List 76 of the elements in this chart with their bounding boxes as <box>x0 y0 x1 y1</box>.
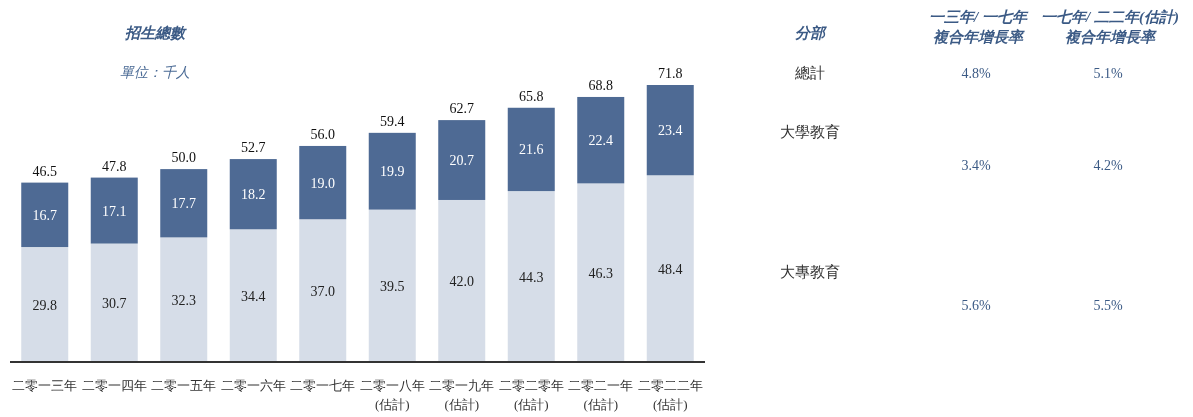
bar <box>438 199 486 362</box>
bar <box>507 107 555 192</box>
data-label: 21.6 <box>519 142 544 158</box>
total-label: 65.8 <box>519 88 544 104</box>
bar <box>299 219 347 362</box>
data-label: 30.7 <box>102 295 127 311</box>
category-label: 總計 <box>794 65 825 81</box>
x-tick-label: 二零一八年 (估計) <box>359 378 425 412</box>
data-label: 18.2 <box>241 187 266 203</box>
total-label: 46.5 <box>32 163 57 179</box>
total-label: 50.0 <box>171 150 196 166</box>
bar <box>368 132 416 210</box>
data-label: 22.4 <box>588 133 613 149</box>
total-label: 56.0 <box>310 126 335 142</box>
data-label: 39.5 <box>380 278 405 294</box>
data-label: 19.0 <box>310 175 335 191</box>
text: 複合年增長率 <box>933 28 1025 45</box>
bar <box>299 145 347 220</box>
x-tick-label: 二零一四年 <box>81 378 147 393</box>
x-tick-label: 二零一三年 <box>12 378 78 393</box>
total-label: 59.4 <box>380 113 405 129</box>
x-tick-label: 二零二二年 (估計) <box>637 378 703 412</box>
bar <box>577 96 625 184</box>
data-label: 34.4 <box>241 288 266 304</box>
text: 分部 <box>795 24 827 41</box>
bar <box>21 247 69 362</box>
data-label: 5.5% <box>1093 298 1123 313</box>
data-label: 5.1% <box>1093 66 1123 81</box>
data-label: 5.6% <box>961 298 991 313</box>
data-label: 19.9 <box>380 164 405 180</box>
total-label: 68.8 <box>588 77 613 93</box>
data-label: 37.0 <box>310 283 335 299</box>
bar <box>229 159 277 230</box>
data-label: 4.2% <box>1093 158 1123 173</box>
data-label: 23.4 <box>658 123 683 139</box>
bar <box>160 237 208 362</box>
data-label: 32.3 <box>171 292 196 308</box>
total-label: 52.7 <box>241 140 266 156</box>
text: 一七年/ 二二年(估計) <box>1041 9 1179 26</box>
data-label: 48.4 <box>658 261 683 277</box>
bar <box>507 191 555 362</box>
x-tick-label: 二零一七年 <box>290 378 356 393</box>
total-label: 62.7 <box>449 101 474 117</box>
bar <box>21 182 69 248</box>
data-label: 29.8 <box>32 297 57 313</box>
data-label: 46.3 <box>588 265 613 281</box>
bar <box>646 175 694 362</box>
chart-title: 招生總數 <box>125 25 187 41</box>
data-label: 20.7 <box>449 153 474 169</box>
category-label: 大學教育 <box>780 124 840 140</box>
bar <box>577 183 625 362</box>
text: 一三年/ 一七年 <box>929 9 1029 25</box>
total-label: 47.8 <box>102 158 127 174</box>
total-label: 71.8 <box>658 66 683 81</box>
text: 複合年增長率 <box>1065 28 1157 45</box>
x-tick-label: 二零一六年 <box>220 378 286 393</box>
x-tick-label: 二零二零年 (估計) <box>498 378 564 412</box>
data-label: 44.3 <box>519 269 544 285</box>
bar <box>646 85 694 176</box>
category-label: 大專教育 <box>780 264 840 280</box>
x-tick-label: 二零二一年 (估計) <box>568 378 634 412</box>
chart-subtitle: 單位：千人 <box>120 65 190 80</box>
data-label: 42.0 <box>449 273 474 289</box>
bar <box>90 243 138 362</box>
x-tick-label: 二零一五年 <box>151 378 217 393</box>
data-label: 16.7 <box>32 207 57 223</box>
data-label: 4.8% <box>961 66 991 81</box>
bar <box>368 209 416 362</box>
bar <box>160 169 208 238</box>
bar <box>90 177 138 244</box>
data-label: 17.1 <box>102 203 127 219</box>
bar <box>229 229 277 362</box>
x-tick-label: 二零一九年 (估計) <box>429 378 495 412</box>
data-label: 17.7 <box>171 196 196 212</box>
bar <box>438 120 486 200</box>
data-label: 3.4% <box>961 158 991 173</box>
